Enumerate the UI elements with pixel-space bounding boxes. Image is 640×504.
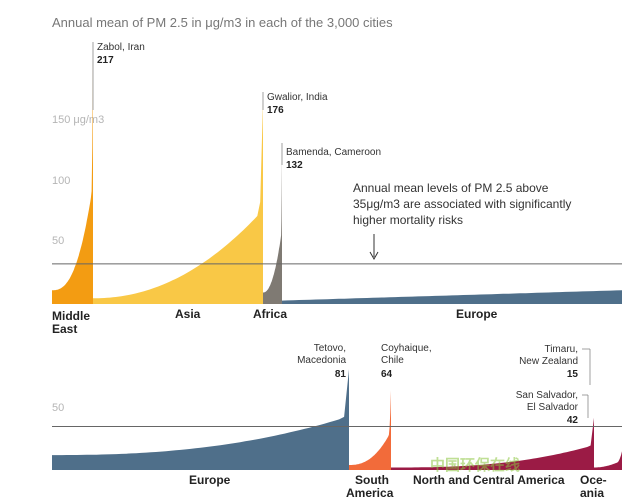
tick-label-150: 150 μg/m3 — [52, 114, 104, 126]
callout-south-america-city-2: Chile — [381, 355, 404, 366]
region-label-europe-bottom: Europe — [189, 473, 231, 487]
annotation-arrow — [369, 234, 379, 261]
callout-africa-value: 132 — [286, 160, 303, 171]
tick-label-50-bottom: 50 — [52, 402, 64, 414]
tick-label-100: 100 — [52, 175, 70, 187]
area-africa — [263, 152, 282, 304]
callout-oceania-city-2: New Zealand — [519, 356, 578, 367]
callout-nca-value: 42 — [567, 415, 579, 426]
region-label-middle-east-1: Middle — [52, 309, 90, 323]
area-europe-bottom — [52, 369, 349, 470]
callout-south-america-value: 64 — [381, 369, 393, 380]
area-europe-top — [282, 290, 622, 304]
watermark-text: 中国环保在线 — [430, 456, 520, 474]
panel-top: 150 μg/m3 100 50 Zabol, Iran 217 Gwalior… — [52, 42, 622, 336]
region-label-south-america-2: America — [346, 486, 394, 500]
callout-middle-east-value: 217 — [97, 55, 114, 66]
callout-asia-value: 176 — [267, 105, 284, 116]
threshold-annotation-line-3: higher mortality risks — [353, 213, 463, 227]
callout-oceania-value: 15 — [567, 369, 579, 380]
region-label-south-america-1: South — [355, 473, 389, 487]
threshold-annotation-line-1: Annual mean levels of PM 2.5 above — [353, 181, 549, 195]
region-label-oceania-2: ania — [580, 486, 604, 500]
tick-label-50: 50 — [52, 235, 64, 247]
callout-africa-city: Bamenda, Cameroon — [286, 147, 381, 158]
area-oceania — [594, 451, 622, 470]
callout-nca-city-2: El Salvador — [527, 402, 579, 413]
area-asia — [93, 102, 263, 304]
region-label-middle-east-2: East — [52, 322, 77, 336]
area-south-america — [349, 390, 391, 470]
callout-middle-east-city: Zabol, Iran — [97, 42, 145, 53]
callout-europe-city-2: Macedonia — [297, 355, 346, 366]
callout-oceania-city-1: Timaru, — [544, 344, 578, 355]
callout-south-america-city-1: Coyhaique, — [381, 343, 432, 354]
area-north-central-america — [391, 417, 594, 470]
callout-asia-city: Gwalior, India — [267, 92, 328, 103]
threshold-annotation-line-2: 35μg/m3 are associated with significantl… — [353, 197, 571, 211]
callout-nca-city-1: San Salvador, — [516, 390, 578, 401]
region-label-asia: Asia — [175, 307, 201, 321]
area-middle-east — [52, 54, 93, 305]
region-label-africa: Africa — [253, 307, 287, 321]
region-label-nca: North and Central America — [413, 473, 565, 487]
region-label-oceania-1: Oce- — [580, 473, 607, 487]
callout-europe-city-1: Tetovo, — [314, 343, 346, 354]
panel-bottom: 50 Tetovo, Macedonia 81 Coyhaique, Chile… — [52, 343, 622, 500]
chart-title: Annual mean of PM 2.5 in μg/m3 in each o… — [52, 15, 393, 30]
region-label-europe-top: Europe — [456, 307, 498, 321]
callout-europe-value: 81 — [335, 369, 347, 380]
